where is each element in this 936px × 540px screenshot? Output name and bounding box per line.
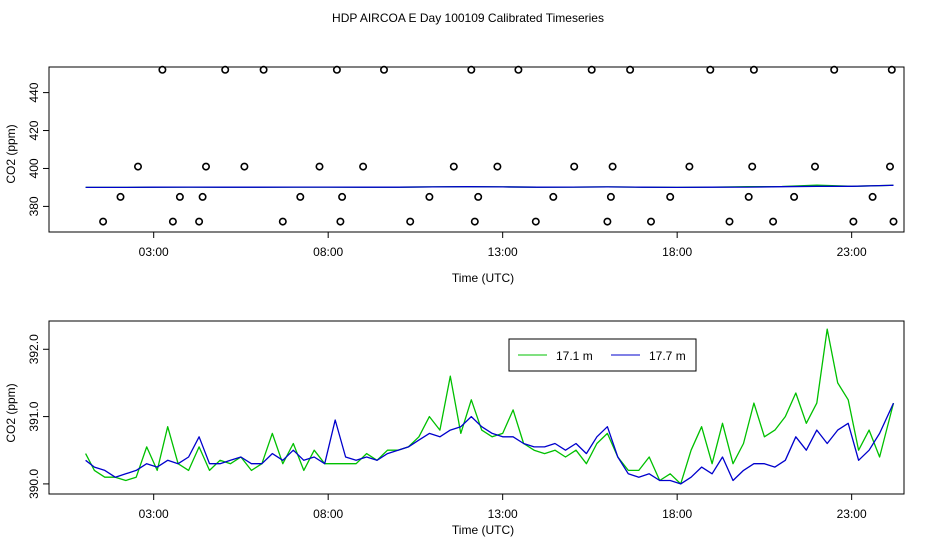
- legend: 17.1 m 17.7 m: [508, 338, 697, 372]
- bottom-x-tick-label-2: 13:00: [488, 507, 518, 521]
- bottom-series-line-17-1m: [85, 328, 895, 485]
- top-x-tick-label-3: 18:00: [662, 245, 692, 259]
- top-panel: 03:00 08:00 13:00 18:00 23:00 380 400 420 440 T…: [4, 65, 905, 285]
- reference-point: [889, 217, 898, 226]
- bottom-panel: 03:00 08:00 13:00 18:00 23:00 390.0 391.0 392.…: [4, 320, 905, 537]
- top-x-tick-label-4: 23:00: [837, 245, 867, 259]
- chart-title: HDP AIRCOA E Day 100109 Calibrated Times…: [332, 11, 604, 25]
- reference-point: [315, 162, 324, 171]
- reference-point: [116, 192, 125, 201]
- top-panel-y-axis: 380 400 420 440: [27, 82, 49, 216]
- reference-point: [587, 65, 596, 74]
- reference-point: [744, 192, 753, 201]
- bottom-x-tick-label-1: 08:00: [313, 507, 343, 521]
- reference-point: [666, 192, 675, 201]
- reference-point: [221, 65, 230, 74]
- reference-point: [830, 65, 839, 74]
- reference-point: [198, 192, 207, 201]
- bottom-y-tick-label-2: 392.0: [27, 334, 41, 364]
- reference-point: [626, 65, 635, 74]
- bottom-panel-y-axis-label: CO2 (ppm): [4, 383, 18, 442]
- reference-point: [887, 65, 896, 74]
- top-panel-x-axis-label: Time (UTC): [452, 271, 514, 285]
- top-y-tick-label-2: 420: [27, 120, 41, 140]
- top-y-tick-label-0: 380: [27, 196, 41, 216]
- reference-point: [685, 162, 694, 171]
- reference-point: [885, 162, 894, 171]
- top-panel-y-axis-label: CO2 (ppm): [4, 124, 18, 183]
- bottom-x-tick-label-0: 03:00: [139, 507, 169, 521]
- reference-point: [725, 217, 734, 226]
- top-panel-series: [85, 184, 894, 189]
- reference-point: [470, 217, 479, 226]
- top-x-tick-label-0: 03:00: [139, 245, 169, 259]
- reference-point: [810, 162, 819, 171]
- top-x-tick-label-1: 08:00: [313, 245, 343, 259]
- reference-point: [259, 65, 268, 74]
- top-panel-x-axis: 03:00 08:00 13:00 18:00 23:00: [139, 232, 867, 259]
- top-panel-reference-points: [99, 65, 898, 226]
- bottom-panel-x-axis-label: Time (UTC): [452, 523, 514, 537]
- reference-point: [338, 192, 347, 201]
- bottom-panel-y-axis: 390.0 391.0 392.0: [27, 334, 49, 499]
- bottom-panel-series: [85, 328, 895, 485]
- reference-point: [168, 217, 177, 226]
- reference-point: [531, 217, 540, 226]
- reference-point: [449, 162, 458, 171]
- reference-point: [514, 65, 523, 74]
- reference-point: [474, 192, 483, 201]
- bottom-y-tick-label-1: 391.0: [27, 401, 41, 431]
- top-x-tick-label-2: 13:00: [488, 245, 518, 259]
- top-series-line-17-7m: [85, 184, 894, 189]
- reference-point: [769, 217, 778, 226]
- reference-point: [99, 217, 108, 226]
- reference-point: [606, 192, 615, 201]
- reference-point: [425, 192, 434, 201]
- reference-point: [749, 65, 758, 74]
- reference-point: [706, 65, 715, 74]
- reference-point: [467, 65, 476, 74]
- reference-point: [202, 162, 211, 171]
- bottom-x-tick-label-3: 18:00: [662, 507, 692, 521]
- bottom-panel-frame: [48, 320, 905, 495]
- reference-point: [570, 162, 579, 171]
- reference-point: [278, 217, 287, 226]
- reference-point: [296, 192, 305, 201]
- top-y-tick-label-1: 400: [27, 158, 41, 178]
- reference-point: [359, 162, 368, 171]
- top-panel-frame: [48, 66, 905, 233]
- reference-point: [195, 217, 204, 226]
- reference-point: [332, 65, 341, 74]
- reference-point: [849, 217, 858, 226]
- reference-point: [379, 65, 388, 74]
- top-y-tick-label-3: 440: [27, 82, 41, 102]
- bottom-x-tick-label-4: 23:00: [837, 507, 867, 521]
- reference-point: [790, 192, 799, 201]
- reference-point: [748, 162, 757, 171]
- reference-point: [608, 162, 617, 171]
- bottom-y-tick-label-0: 390.0: [27, 469, 41, 499]
- reference-point: [549, 192, 558, 201]
- reference-point: [336, 217, 345, 226]
- reference-point: [646, 217, 655, 226]
- reference-point: [158, 65, 167, 74]
- reference-point: [134, 162, 143, 171]
- legend-label-17-1m: 17.1 m: [556, 349, 593, 363]
- reference-point: [603, 217, 612, 226]
- bottom-panel-x-axis: 03:00 08:00 13:00 18:00 23:00: [139, 494, 867, 521]
- reference-point: [406, 217, 415, 226]
- reference-point: [240, 162, 249, 171]
- bottom-series-line-17-7m: [85, 402, 895, 485]
- legend-label-17-7m: 17.7 m: [649, 349, 686, 363]
- reference-point: [868, 192, 877, 201]
- reference-point: [175, 192, 184, 201]
- reference-point: [493, 162, 502, 171]
